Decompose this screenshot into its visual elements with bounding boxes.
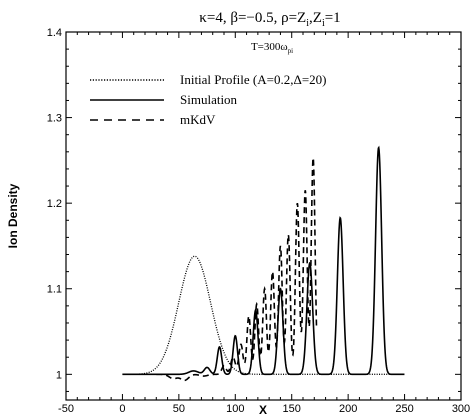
series-group (122, 145, 405, 382)
y-tick-label: 1 (56, 369, 62, 381)
x-tick-label: 150 (283, 403, 301, 415)
x-tick-label: 300 (452, 403, 470, 415)
series-simulation (122, 145, 405, 376)
x-tick-label: 100 (226, 403, 244, 415)
y-tick-label: 1.2 (47, 198, 62, 210)
x-tick-label: 250 (395, 403, 413, 415)
y-axis-label: Ion Density (6, 183, 20, 248)
x-tick-label: 0 (119, 403, 125, 415)
x-axis-label: X (259, 403, 267, 417)
chart-title: κ=4, β=−0.5, ρ=Zi,Zi=1 (199, 10, 340, 29)
y-tick-label: 1.4 (47, 27, 62, 39)
series-initial-profile (122, 255, 405, 375)
y-axis: 1 1.1 1.2 1.3 1.4 (47, 27, 461, 392)
x-tick-label: 200 (339, 403, 357, 415)
y-tick-label: 1.1 (47, 284, 62, 296)
legend-label-simulation: Simulation (180, 92, 238, 107)
x-axis: -50 0 50 100 150 200 250 300 (58, 32, 470, 415)
legend-label-mkdv: mKdV (180, 112, 216, 127)
y-tick-label: 1.3 (47, 113, 62, 125)
plot-frame (65, 31, 462, 401)
legend-label-initial: Initial Profile (A=0.2,Δ=20) (180, 72, 327, 87)
x-tick-label: -50 (58, 403, 74, 415)
time-annotation: T=300ωpi (251, 41, 293, 55)
x-tick-label: 50 (173, 403, 185, 415)
legend: Initial Profile (A=0.2,Δ=20) Simulation … (90, 72, 327, 127)
